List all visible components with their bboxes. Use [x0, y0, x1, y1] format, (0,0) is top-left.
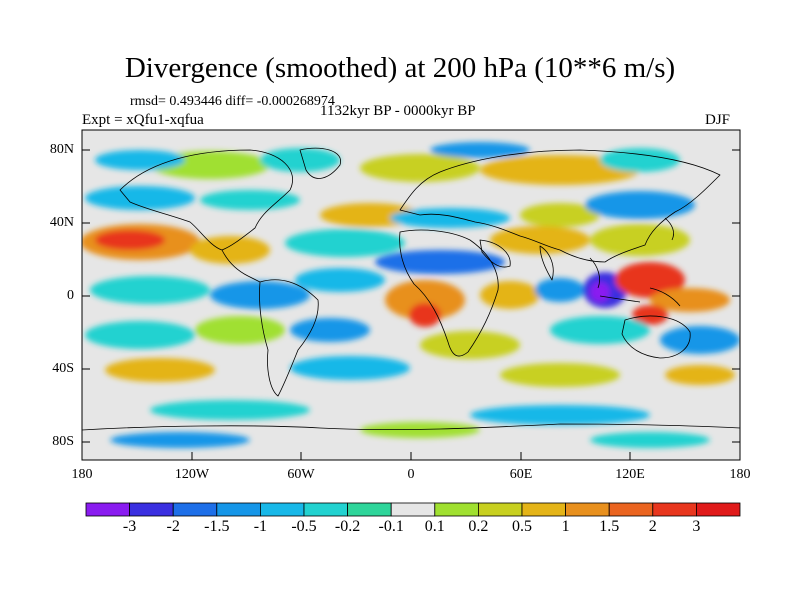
x-tick-label: 120E	[615, 467, 645, 482]
colorbar-label: -0.2	[334, 518, 361, 535]
x-tick-label: 180	[71, 467, 93, 482]
field-blobs	[82, 142, 740, 448]
y-tick-label: 40N	[49, 215, 74, 230]
colorbar	[85, 502, 741, 517]
colorbar-swatch	[652, 502, 697, 517]
x-tick-label: 60W	[287, 467, 315, 482]
x-tick-label: 60E	[509, 467, 533, 482]
colorbar-swatch	[477, 502, 523, 517]
stats-text: rmsd= 0.493446 diff= -0.000268974	[130, 94, 335, 109]
colorbar-label: -3	[122, 518, 137, 535]
experiment-label: Expt = xQfu1-xqfua	[82, 112, 204, 128]
colorbar-label: -0.1	[378, 518, 404, 535]
y-tick-label: 40S	[52, 361, 74, 376]
colorbar-label: -1	[253, 518, 268, 535]
colorbar-label: 0.1	[424, 518, 445, 535]
x-tick-label: 180	[729, 467, 751, 482]
x-tick-label: 0	[407, 467, 415, 482]
y-tick-label: 80N	[49, 142, 74, 157]
colorbar-swatch	[434, 502, 479, 517]
colorbar-label: 1	[561, 518, 570, 535]
colorbar-label: 3	[692, 518, 701, 535]
coastlines	[82, 147, 740, 431]
colorbar-swatch	[129, 502, 174, 517]
colorbar-swatch	[259, 502, 305, 517]
colorbar-label: 2	[648, 518, 657, 535]
y-tick-label: 0	[67, 288, 74, 303]
colorbar-swatch	[521, 502, 566, 517]
map-title: Divergence (smoothed) at 200 hPa (10**6 …	[124, 52, 676, 84]
season-label: DJF	[705, 112, 731, 128]
colorbar-swatch	[696, 502, 741, 517]
colorbar-swatch	[216, 502, 261, 517]
colorbar-label: -1.5	[204, 518, 230, 535]
colorbar-swatch	[565, 502, 610, 517]
colorbar-swatch	[85, 502, 130, 517]
colorbar-label: 0.2	[468, 518, 489, 535]
colorbar-label: 1.5	[599, 518, 620, 535]
colorbar-label: -0.5	[291, 518, 317, 535]
y-tick-label: 80S	[52, 434, 74, 449]
colorbar-swatch	[390, 502, 436, 517]
colorbar-swatch	[347, 502, 392, 517]
colorbar-swatch	[172, 502, 218, 517]
x-tick-label: 120W	[174, 467, 210, 482]
map-ticks	[81, 149, 741, 460]
colorbar-swatch	[608, 502, 654, 517]
colorbar-label: 0.5	[512, 518, 532, 535]
colorbar-swatch	[303, 502, 348, 517]
period-label: 1132kyr BP - 0000kyr BP	[320, 103, 476, 119]
colorbar-label: -2	[166, 518, 180, 535]
